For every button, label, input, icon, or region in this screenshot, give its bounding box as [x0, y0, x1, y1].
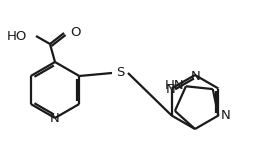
Text: N: N — [191, 69, 201, 82]
Text: HN: HN — [164, 79, 184, 92]
Text: S: S — [116, 66, 124, 79]
Text: HO: HO — [7, 29, 27, 42]
Text: N: N — [166, 83, 175, 96]
Text: N: N — [220, 109, 230, 122]
Text: N: N — [50, 112, 60, 125]
Text: O: O — [70, 26, 80, 39]
